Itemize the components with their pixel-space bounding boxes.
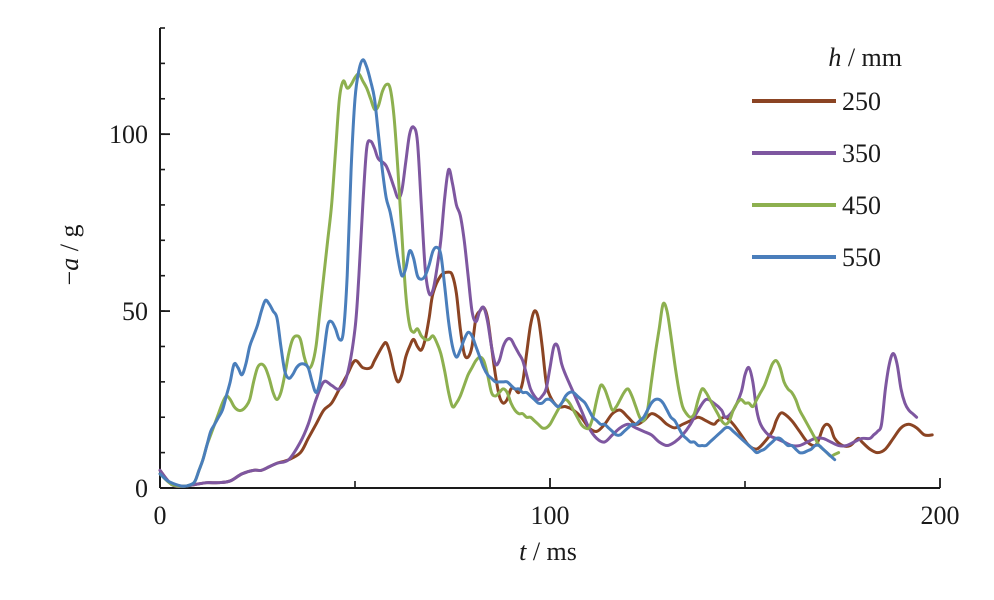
legend-label-350: 350 <box>842 139 881 168</box>
legend-label-250: 250 <box>842 87 881 116</box>
tick-labels: 0 50 100 0 100 200 <box>109 120 960 530</box>
y-axis-title: −a / g <box>55 225 84 286</box>
x-tick-label: 0 <box>154 501 167 530</box>
legend-label-450: 450 <box>842 191 881 220</box>
series-line-450 <box>158 72 841 488</box>
axes <box>159 27 941 489</box>
y-tick-label: 50 <box>122 297 148 326</box>
x-tick-label: 200 <box>921 501 960 530</box>
series-line-350 <box>158 125 919 488</box>
y-tick-label: 100 <box>109 120 148 149</box>
y-tick-label: 0 <box>135 474 148 503</box>
series-layer <box>158 58 934 488</box>
x-tick-label: 100 <box>531 501 570 530</box>
series-line-250 <box>158 270 934 488</box>
legend-title: h / mm <box>828 43 902 72</box>
x-axis-title: t / ms <box>519 537 577 566</box>
series-line-550 <box>158 58 837 488</box>
legend: h / mm 250 350 450 550 <box>752 43 902 272</box>
legend-label-550: 550 <box>842 243 881 272</box>
